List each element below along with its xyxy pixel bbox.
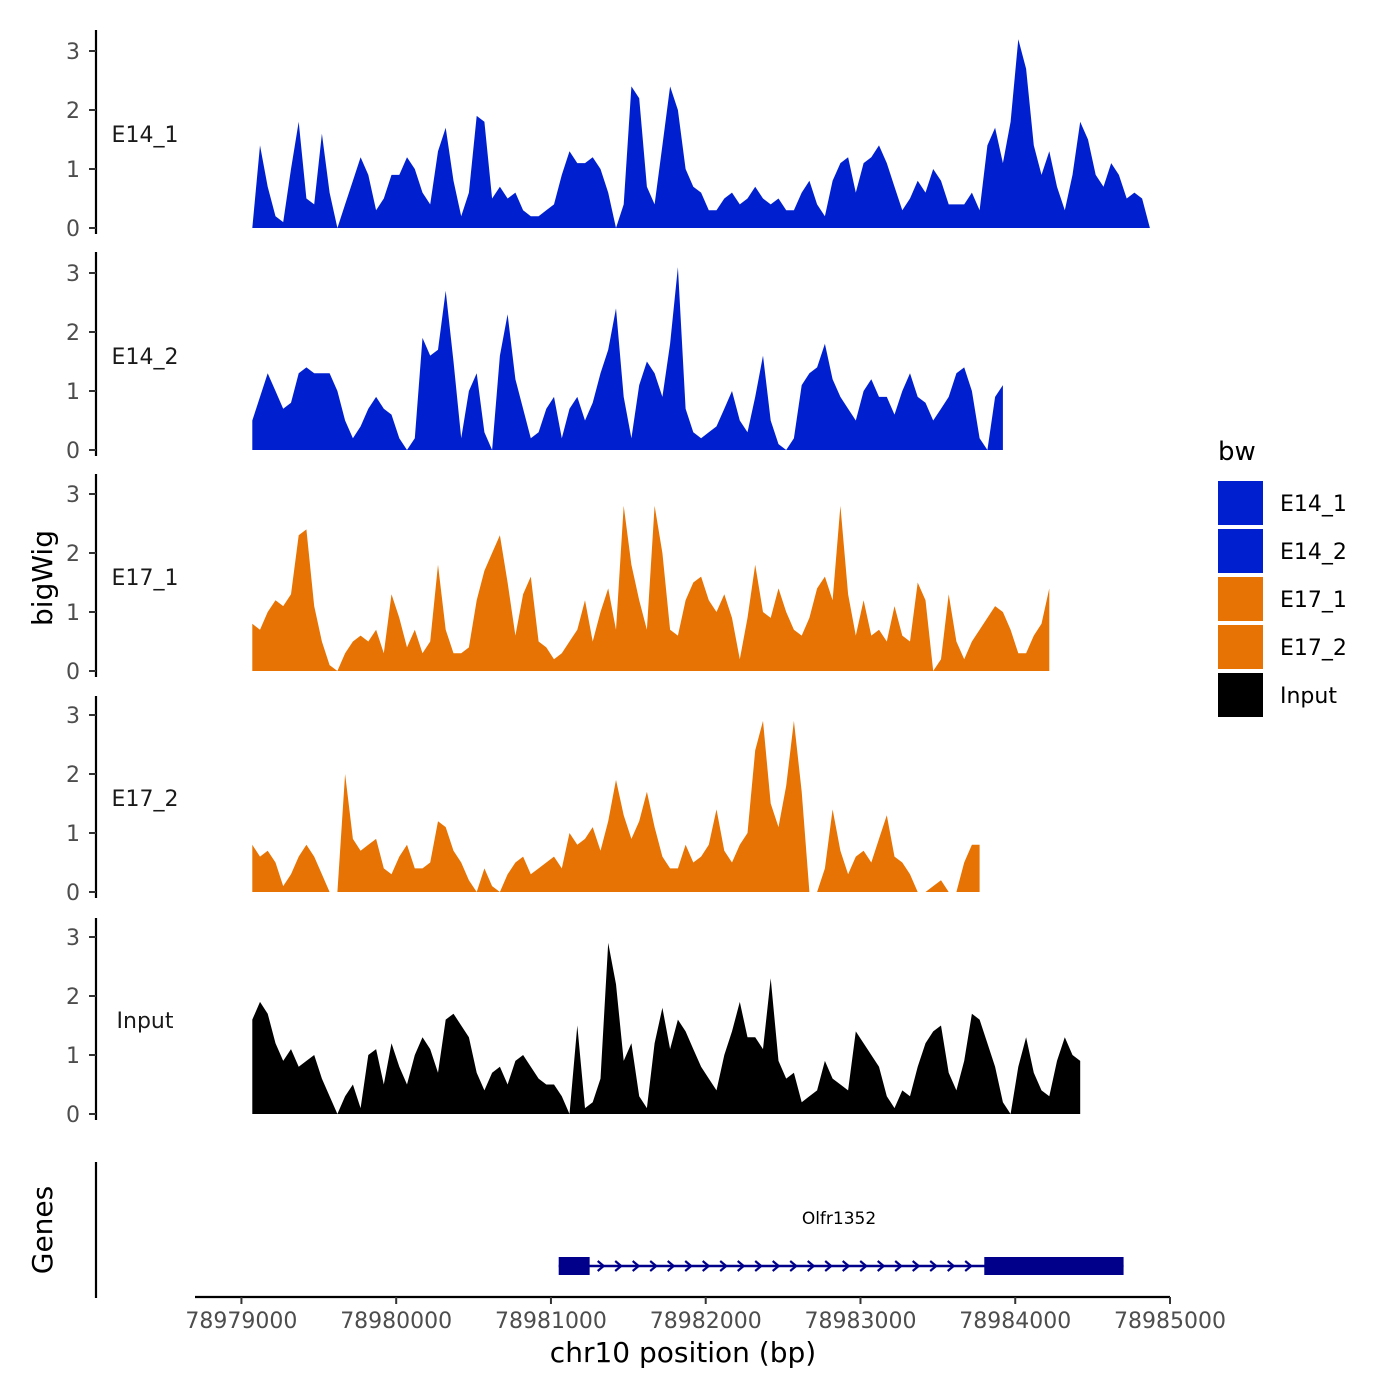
strand-arrow xyxy=(649,1260,658,1272)
y-tick-label: 0 xyxy=(66,1103,80,1128)
track-E17_2: 0 1 2 3 E17_2 xyxy=(66,696,980,906)
track-label: E17_1 xyxy=(112,566,179,591)
legend-label: E14_2 xyxy=(1280,540,1347,565)
y-tick-label: 3 xyxy=(66,926,80,951)
track-E14_2: 0 1 2 3 E14_2 xyxy=(66,252,1003,464)
legend-swatch xyxy=(1218,529,1263,573)
track-E17_1: 0 1 2 3 E17_1 xyxy=(66,474,1050,685)
legend-label: E17_2 xyxy=(1280,636,1347,661)
strand-arrow xyxy=(736,1260,746,1272)
gene-panel: Olfr1352 xyxy=(94,1162,1124,1298)
signal-area-E14_1 xyxy=(252,39,1158,229)
y-tick-label: 2 xyxy=(66,985,80,1010)
strand-arrow xyxy=(631,1260,641,1272)
y-tick-label: 1 xyxy=(66,601,80,626)
gene-model xyxy=(558,1257,1124,1275)
legend: bw E14_1 E14_2 E17_1 E17_2 Input xyxy=(1218,437,1347,717)
gene-exon xyxy=(558,1257,590,1275)
signal-area-E17_1 xyxy=(252,505,1050,671)
track-label: E14_1 xyxy=(112,123,179,148)
genes-axis-title: Genes xyxy=(26,1186,59,1274)
legend-title: bw xyxy=(1218,437,1256,467)
track-label: E17_2 xyxy=(112,787,179,812)
signal-area-E17_2 xyxy=(252,720,980,892)
legend-swatch xyxy=(1218,673,1263,717)
legend-swatch xyxy=(1218,481,1263,525)
y-tick-label: 1 xyxy=(66,158,80,183)
legend-label: Input xyxy=(1280,684,1337,709)
x-axis-title: chr10 position (bp) xyxy=(550,1336,816,1369)
strand-arrow xyxy=(789,1260,798,1272)
y-tick-label: 3 xyxy=(66,704,80,729)
legend-label: E14_1 xyxy=(1280,492,1347,517)
x-tick-label: 78984000 xyxy=(959,1309,1071,1334)
signal-area-E14_2 xyxy=(252,267,1003,450)
strand-arrow xyxy=(666,1260,676,1272)
x-tick-label: 78980000 xyxy=(340,1309,452,1334)
strand-arrow xyxy=(806,1260,816,1272)
x-tick-label: 78983000 xyxy=(804,1309,916,1334)
strand-arrow xyxy=(946,1260,956,1272)
track-label: E14_2 xyxy=(112,345,179,370)
y-tick-label: 0 xyxy=(66,217,80,242)
strand-arrow xyxy=(701,1260,711,1272)
x-tick-label: 78985000 xyxy=(1114,1309,1226,1334)
track-panels: 0 1 2 3 E14_1 0 1 2 3 E14_2 0 1 2 3 E17_1 0 1 2 3 E17_2 0 1 2 3… xyxy=(66,30,1158,1128)
track-E14_1: 0 1 2 3 E14_1 xyxy=(66,30,1158,242)
y-tick-label: 0 xyxy=(66,881,80,906)
strand-arrow xyxy=(614,1260,623,1272)
strand-arrow xyxy=(824,1260,833,1272)
y-tick-label: 1 xyxy=(66,1044,80,1069)
track-Input: 0 1 2 3 Input xyxy=(66,918,1081,1128)
track-label: Input xyxy=(117,1009,174,1034)
x-tick-label: 78981000 xyxy=(495,1309,607,1334)
strand-arrow xyxy=(929,1260,938,1272)
legend-label: E17_1 xyxy=(1280,588,1347,613)
strand-arrow xyxy=(841,1260,851,1272)
strand-arrow xyxy=(964,1260,973,1272)
x-axis: 78979000 78980000 78981000 78982000 78983000… xyxy=(185,1295,1226,1334)
strand-arrow xyxy=(876,1260,886,1272)
y-tick-label: 3 xyxy=(66,483,80,508)
gene-label: Olfr1352 xyxy=(802,1209,876,1229)
strand-arrow xyxy=(771,1260,781,1272)
y-tick-label: 2 xyxy=(66,763,80,788)
signal-area-Input xyxy=(252,942,1081,1114)
y-tick-label: 2 xyxy=(66,542,80,567)
y-tick-label: 0 xyxy=(66,660,80,685)
legend-swatch xyxy=(1218,625,1263,669)
y-tick-label: 3 xyxy=(66,262,80,287)
legend-swatch xyxy=(1218,577,1263,621)
y-tick-label: 2 xyxy=(66,321,80,346)
strand-arrow xyxy=(911,1260,921,1272)
y-tick-label: 1 xyxy=(66,380,80,405)
strand-arrow xyxy=(719,1260,728,1272)
y-tick-label: 1 xyxy=(66,822,80,847)
x-tick-label: 78979000 xyxy=(185,1309,297,1334)
y-tick-label: 2 xyxy=(66,99,80,124)
strand-arrow xyxy=(859,1260,868,1272)
gene-exon xyxy=(984,1257,1124,1275)
strand-arrow xyxy=(684,1260,693,1272)
y-axis-title: bigWig xyxy=(26,530,59,626)
strand-arrow xyxy=(894,1260,903,1272)
strand-arrow xyxy=(596,1260,606,1272)
y-tick-label: 0 xyxy=(66,439,80,464)
y-tick-label: 3 xyxy=(66,40,80,65)
x-tick-label: 78982000 xyxy=(650,1309,762,1334)
strand-arrow xyxy=(754,1260,763,1272)
